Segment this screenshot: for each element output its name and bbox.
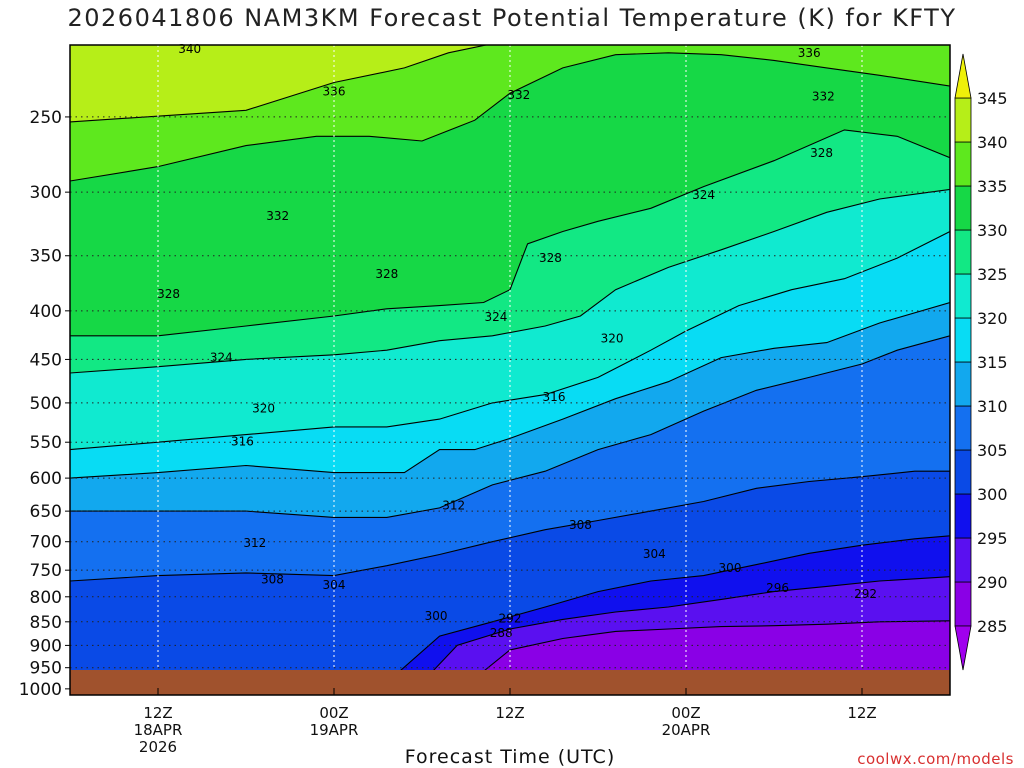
colorbar-tick-label: 340 [977, 133, 1008, 152]
colorbar-tick-label: 315 [977, 353, 1008, 372]
contour-label: 292 [499, 611, 522, 625]
y-tick-label: 500 [30, 394, 62, 414]
contour-label: 336 [323, 84, 346, 98]
contour-325 [70, 188, 950, 374]
contour-label: 332 [266, 209, 289, 223]
colorbar: 285 290 295 300 305 310 315 320 325 330 335 340 345 [954, 53, 1008, 671]
colorbar-tick-label: 330 [977, 221, 1008, 240]
colorbar-tick-label: 345 [977, 89, 1008, 108]
y-tick-label: 1000 [19, 680, 62, 700]
contour-label-layer: 340 336 336 332 332 332 328 328 328 328 324 324 324 3… [157, 42, 877, 640]
colorbar-tick-label: 320 [977, 309, 1008, 328]
contour-label: 304 [323, 578, 346, 592]
y-tick-label: 350 [30, 247, 62, 267]
colorbar-tick-label: 290 [977, 573, 1008, 592]
y-tick-label: 550 [30, 433, 62, 453]
y-tick-label: 900 [30, 636, 62, 656]
contour-label: 320 [601, 332, 624, 346]
colorbar-swatch [954, 229, 972, 275]
chart-title: 2026041806 NAM3KM Forecast Potential Tem… [67, 4, 957, 32]
x-tick-label: 12Z [143, 704, 172, 722]
y-axis: 250 300 350 400 450 500 550 600 650 700 750 800 850 9… [19, 108, 70, 700]
contour-340 [70, 45, 489, 123]
colorbar-swatch [954, 361, 972, 407]
contour-label: 312 [442, 498, 465, 512]
contour-315 [70, 301, 950, 479]
colorbar-swatch [954, 405, 972, 451]
contour-310 [70, 335, 950, 518]
colorbar-tick-label: 325 [977, 265, 1008, 284]
y-tick-label: 700 [30, 533, 62, 553]
contour-label: 304 [643, 547, 666, 561]
y-tick-label: 300 [30, 183, 62, 203]
colorbar-swatch [954, 185, 972, 231]
y-tick-label: 950 [30, 659, 62, 679]
colorbar-bottom-arrow [954, 625, 972, 671]
credit-text: coolwx.com/models [857, 750, 1014, 768]
colorbar-swatch [954, 493, 972, 539]
x-tick-label: 00Z [671, 704, 700, 722]
x-tick-label: 12Z [495, 704, 524, 722]
y-tick-label: 850 [30, 613, 62, 633]
colorbar-swatch [954, 317, 972, 363]
contour-label: 292 [854, 587, 877, 601]
colorbar-tick-label: 310 [977, 397, 1008, 416]
colorbar-swatch [954, 97, 972, 143]
colorbar-swatch [954, 141, 972, 187]
contour-label: 288 [490, 626, 513, 640]
x-tick-label: 18APR [134, 721, 183, 739]
contour-label: 324 [692, 188, 715, 202]
contour-335 [70, 52, 950, 182]
contour-label: 316 [231, 434, 254, 448]
y-tick-label: 250 [30, 108, 62, 128]
colorbar-swatch [954, 273, 972, 319]
contour-label: 316 [543, 390, 566, 404]
x-axis-label: Forecast Time (UTC) [404, 746, 616, 768]
x-tick-label: 2026 [139, 738, 177, 756]
contour-label: 332 [812, 90, 835, 104]
contour-label: 328 [375, 267, 398, 281]
contour-label: 324 [484, 310, 507, 324]
contour-label: 324 [210, 351, 233, 365]
colorbar-tick-label: 300 [977, 485, 1008, 504]
x-tick-label: 20APR [662, 721, 711, 739]
y-tick-label: 600 [30, 469, 62, 489]
contour-label: 308 [261, 572, 284, 586]
colorbar-swatch [954, 449, 972, 495]
x-tick-label: 19APR [310, 721, 359, 739]
contour-label: 340 [178, 42, 201, 56]
y-tick-label: 400 [30, 302, 62, 322]
contour-label: 328 [810, 146, 833, 160]
x-tick-label: 12Z [847, 704, 876, 722]
colorbar-swatch [954, 537, 972, 583]
contour-320 [70, 231, 950, 451]
contour-label: 308 [569, 518, 592, 532]
x-tick-label: 00Z [319, 704, 348, 722]
colorbar-tick-label: 285 [977, 617, 1008, 636]
contour-label: 328 [539, 251, 562, 265]
contour-label: 320 [252, 402, 275, 416]
contour-label: 300 [719, 561, 742, 575]
colorbar-tick-label: 295 [977, 529, 1008, 548]
contour-label: 332 [507, 88, 530, 102]
contour-label: 312 [243, 536, 266, 550]
y-tick-label: 750 [30, 561, 62, 581]
colorbar-tick-label: 305 [977, 441, 1008, 460]
y-tick-label: 650 [30, 502, 62, 522]
contour-330 [70, 129, 950, 337]
contour-label: 300 [425, 609, 448, 623]
colorbar-top-arrow [954, 53, 972, 99]
contour-label: 328 [157, 287, 180, 301]
temperature-fill-layer [70, 45, 950, 695]
contour-label: 296 [766, 581, 789, 595]
y-tick-label: 800 [30, 588, 62, 608]
contour-label: 336 [798, 46, 821, 60]
colorbar-tick-label: 335 [977, 177, 1008, 196]
contour-305 [70, 470, 950, 582]
y-tick-label: 450 [30, 350, 62, 370]
colorbar-swatch [954, 581, 972, 627]
